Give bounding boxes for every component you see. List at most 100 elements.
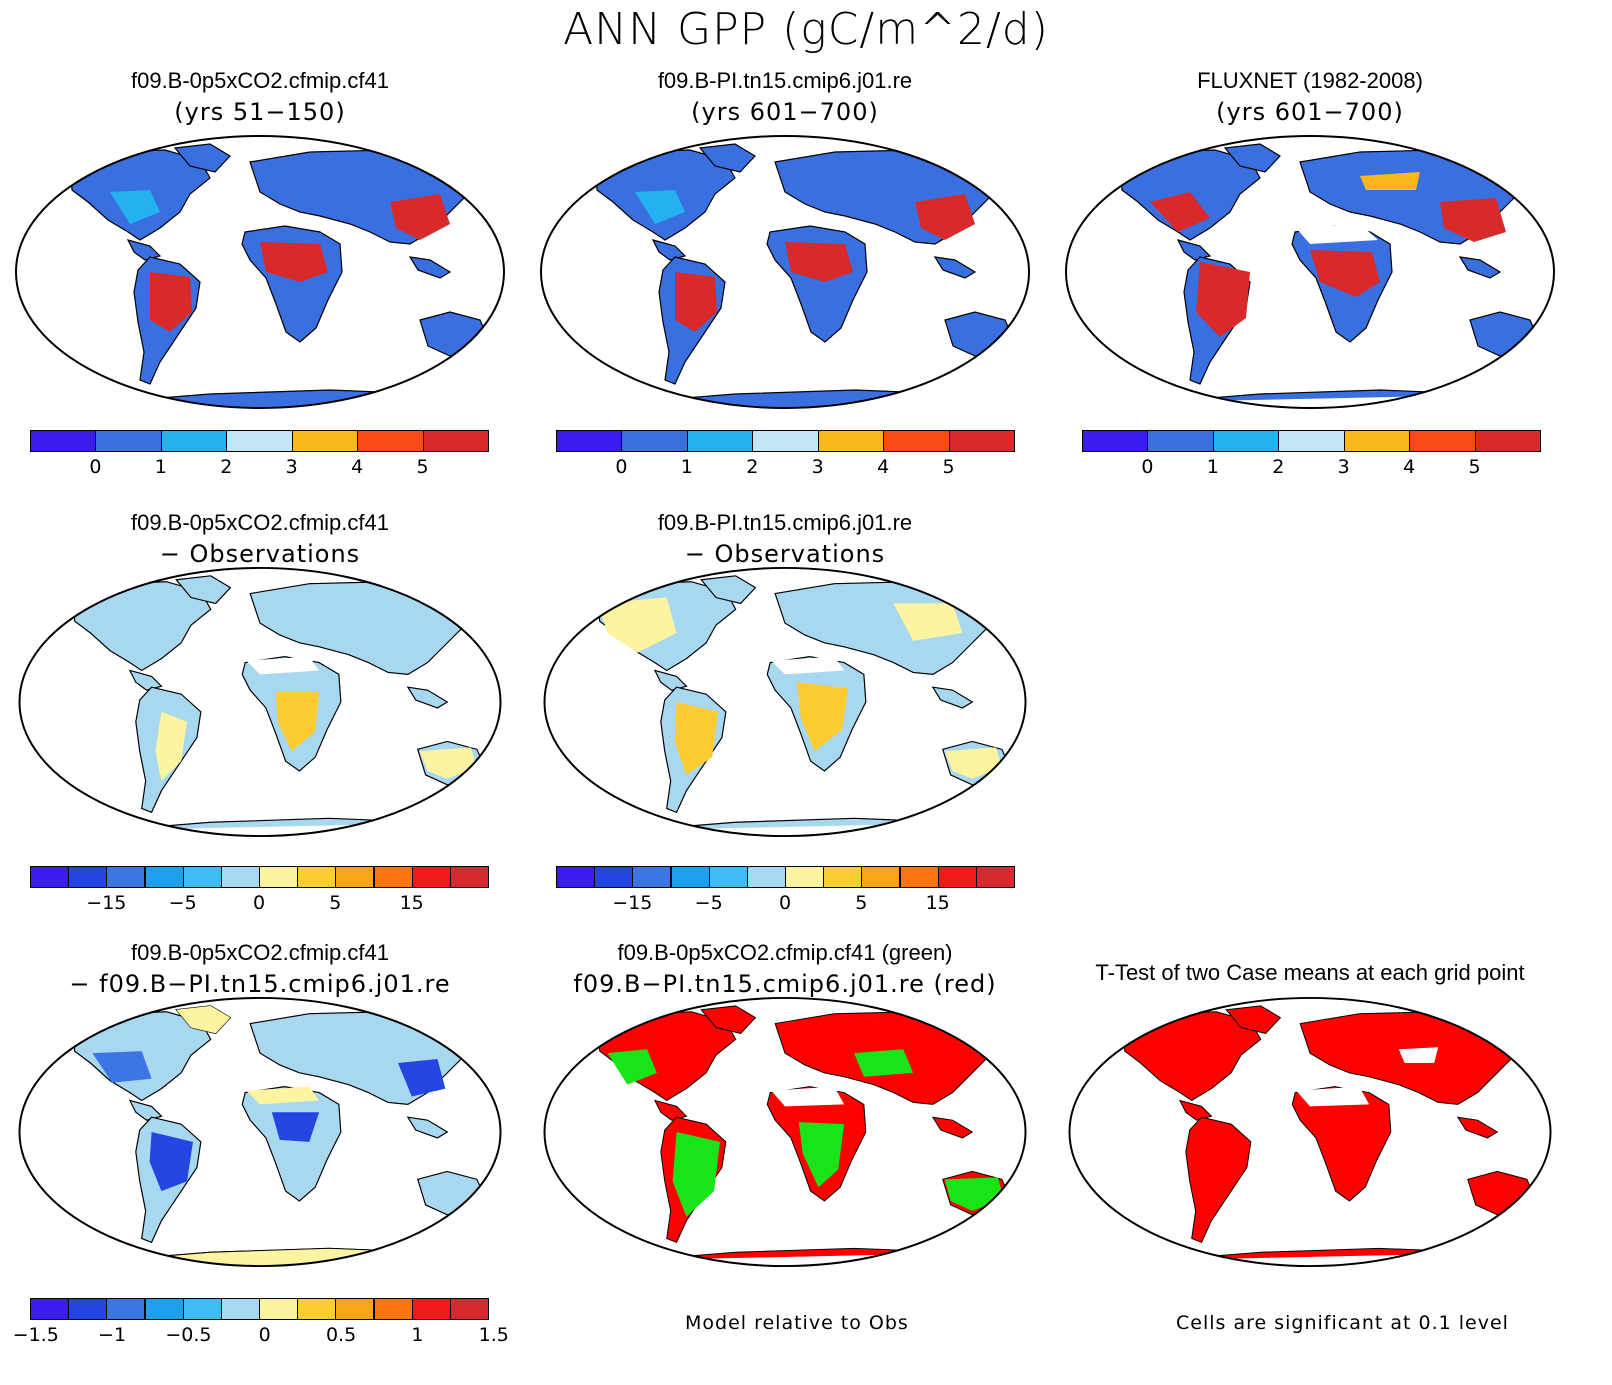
colorbar-cell (746, 866, 786, 888)
colorbar-tick-label: 2 (746, 456, 759, 478)
colorbar-tick-label: 0 (1141, 456, 1154, 478)
panel-case1-minus-obs: f09.B-0p5xCO2.cfmip.cf41 − Observations (10, 508, 510, 908)
colorbar-tick-label: −5 (168, 892, 197, 914)
colorbar-cell (68, 1298, 108, 1320)
panel-title-line1: f09.B-0p5xCO2.cfmip.cf41 (130, 68, 389, 93)
colorbar-cell (1409, 430, 1476, 452)
colorbar-tick-label: 3 (1337, 456, 1350, 478)
colorbar-tick-label: 1 (1206, 456, 1219, 478)
colorbar-tick-label: −1.5 (12, 1324, 59, 1346)
colorbar-cell (975, 866, 1015, 888)
colorbar-cell (411, 1298, 451, 1320)
world-map (18, 566, 502, 838)
colorbar-cell (937, 866, 977, 888)
panel-title-line2: (yrs 601−700) (1216, 98, 1404, 126)
colorbar-tick-label: 1 (411, 1324, 424, 1346)
colorbar-cell (556, 866, 596, 888)
colorbar-cell (30, 866, 70, 888)
colorbar-cell (297, 866, 337, 888)
colorbar-cell (556, 430, 623, 452)
colorbar-tick-label: 0 (778, 892, 792, 914)
colorbar-tick-label: 5 (942, 456, 955, 478)
colorbar-cell (708, 866, 748, 888)
panel-case1-minus-case2: f09.B-0p5xCO2.cfmip.cf41 − f09.B−PI.tn15… (10, 938, 510, 1338)
colorbar-tick-label: 1 (680, 456, 693, 478)
panel-title-line2: f09.B−PI.tn15.cmip6.j01.re (red) (573, 970, 997, 998)
panel-note: Cells are significant at 0.1 level (1176, 1312, 1509, 1334)
world-map (18, 996, 502, 1268)
colorbar-tick-label: 15 (925, 892, 950, 914)
colorbar-cell (373, 1298, 413, 1320)
world-map (543, 996, 1027, 1268)
colorbar-cell (861, 866, 901, 888)
colorbar-cell (297, 1298, 337, 1320)
colorbar: 0 1 2 3 4 5 (30, 430, 489, 478)
colorbar-tick-label: −1 (98, 1324, 127, 1346)
colorbar-tick-label: 4 (877, 456, 890, 478)
colorbar-tick-label: 0 (615, 456, 628, 478)
colorbar-cell (785, 866, 825, 888)
colorbar: 0 1 2 3 4 5 (556, 430, 1015, 478)
colorbar-cell (182, 1298, 222, 1320)
colorbar: 0 1 2 3 4 5 (1082, 430, 1541, 478)
colorbar-tick-label: 0 (252, 892, 266, 914)
colorbar-cell (68, 866, 108, 888)
colorbar-tick-label: 2 (220, 456, 233, 478)
figure-title: ANN GPP (gC/m^2/d) (563, 4, 1049, 55)
panel-t-test: T-Test of two Case means at each grid po… (1060, 938, 1560, 1338)
panel-note: Model relative to Obs (685, 1312, 909, 1334)
colorbar-cell (335, 866, 375, 888)
panel-title-line1: f09.B-PI.tn15.cmip6.j01.re (657, 68, 913, 93)
colorbar-cell (259, 866, 299, 888)
colorbar-tick-label: 5 (329, 892, 342, 914)
colorbar-cell (1212, 430, 1280, 452)
colorbar: −15 −5 0 5 15 (556, 866, 1015, 914)
colorbar-cell (95, 430, 162, 452)
colorbar-tick-label: −5 (694, 892, 723, 914)
colorbar-tick-label: 2 (1272, 456, 1285, 478)
colorbar-cell (823, 866, 863, 888)
colorbar-cell (30, 1298, 70, 1320)
colorbar-cell (291, 430, 359, 452)
panel-title-line1: FLUXNET (1982-2008) (1197, 68, 1423, 93)
colorbar-tick-label: 5 (416, 456, 429, 478)
panel-title-line2: − Observations (159, 540, 361, 568)
colorbar-cell (106, 1298, 146, 1320)
colorbar-cell (449, 866, 489, 888)
colorbar: −15 −5 0 5 15 (30, 866, 489, 914)
colorbar-cell (686, 430, 754, 452)
colorbar-cell (1147, 430, 1214, 452)
colorbar-cell (335, 1298, 375, 1320)
panel-title-line2: (yrs 51−150) (174, 98, 346, 126)
panel-title-line1: f09.B-PI.tn15.cmip6.j01.re (657, 510, 913, 535)
colorbar-cell (106, 866, 146, 888)
colorbar-cell (259, 1298, 299, 1320)
colorbar: −1.5 −1 −0.5 0 0.5 1 1.5 (13, 1298, 509, 1346)
colorbar-cell (144, 1298, 184, 1320)
tropics-hotspot (150, 272, 192, 332)
colorbar-cell (357, 430, 424, 452)
colorbar-cell (220, 866, 260, 888)
world-map (543, 566, 1027, 838)
panel-title-line2: − f09.B−PI.tn15.cmip6.j01.re (69, 970, 451, 998)
colorbar-cell (594, 866, 634, 888)
world-map (540, 135, 1030, 409)
colorbar-tick-label: 3 (811, 456, 824, 478)
world-map (15, 135, 505, 409)
colorbar-cell (1343, 430, 1411, 452)
panel-title-line2: (yrs 601−700) (691, 98, 879, 126)
colorbar-cell (220, 1298, 260, 1320)
colorbar-cell (1474, 430, 1541, 452)
colorbar-cell (182, 866, 222, 888)
colorbar-cell (817, 430, 885, 452)
colorbar-cell (899, 866, 939, 888)
colorbar-tick-label: 0.5 (325, 1324, 357, 1346)
colorbar-cell (670, 866, 710, 888)
colorbar-tick-label: 5 (1468, 456, 1481, 478)
colorbar-tick-label: −15 (86, 892, 127, 914)
panel-title-line2: − Observations (684, 540, 886, 568)
world-map (1068, 996, 1552, 1268)
colorbar-cell (373, 866, 413, 888)
colorbar-cell (1082, 430, 1149, 452)
panel-case2-mean: f09.B-PI.tn15.cmip6.j01.re (yrs 601−700) (535, 66, 1035, 466)
